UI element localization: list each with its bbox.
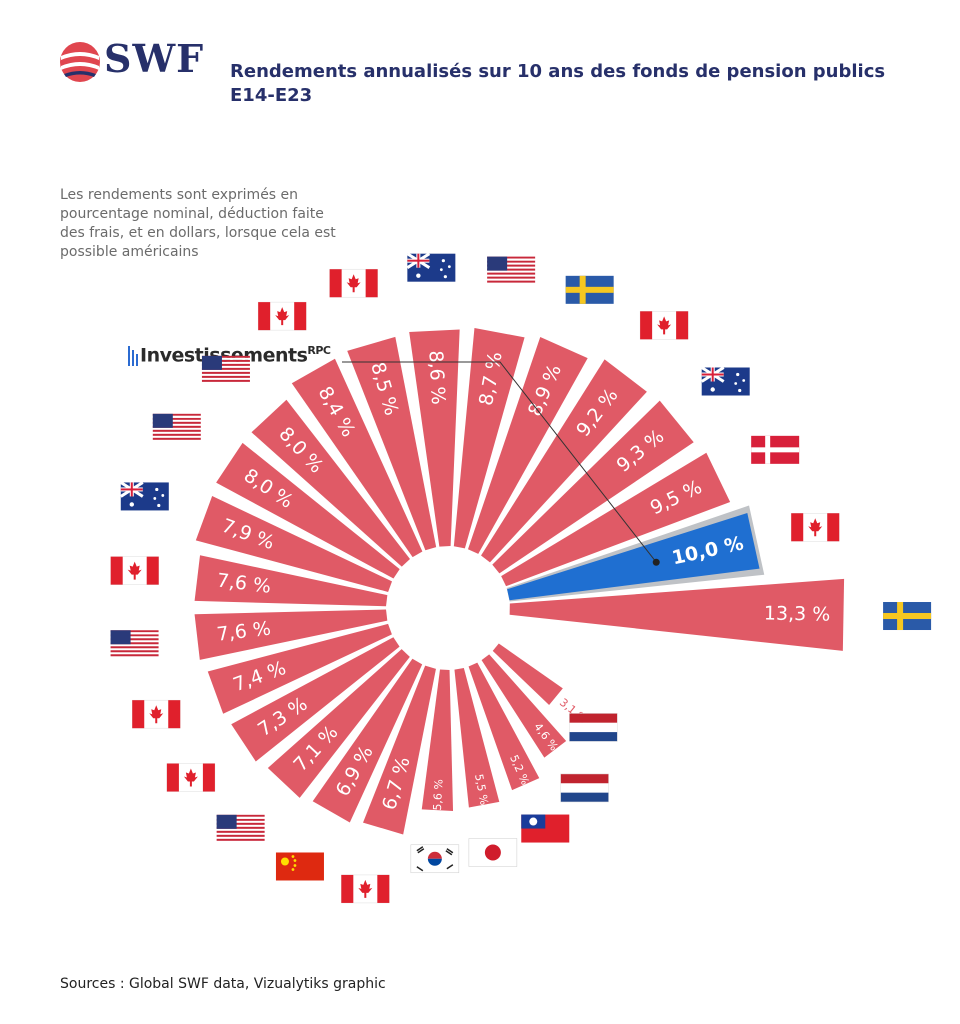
callout-dot: [652, 558, 660, 566]
bar: [492, 643, 563, 706]
bar: [409, 329, 460, 547]
usa-flag-icon: [152, 413, 201, 440]
bar-value-label: 5,6 %: [431, 779, 446, 811]
usa-flag-icon: [110, 630, 159, 657]
bar: [501, 452, 731, 587]
bar: [194, 609, 388, 660]
title-line-1: Rendements annualisés sur 10 ans des fon…: [230, 61, 886, 82]
chart-note: Les rendements sont exprimés en pourcent…: [60, 187, 336, 260]
japan-flag-icon: [468, 838, 518, 867]
bar-highlighted: [507, 513, 760, 601]
bar: [251, 399, 410, 567]
bar: [194, 555, 388, 607]
logo-text: SWF: [104, 36, 205, 81]
bar: [453, 328, 525, 549]
netherlands-flag-icon: [560, 773, 609, 803]
australia-flag-icon: [700, 366, 750, 396]
bar: [454, 667, 500, 808]
south-korea-flag-icon: [410, 844, 460, 874]
bar: [468, 662, 540, 791]
bar: [467, 336, 588, 554]
canada-flag-icon: [639, 311, 689, 340]
bar: [347, 336, 437, 551]
usa-flag-icon: [487, 256, 536, 283]
canada-flag-icon: [790, 513, 840, 542]
australia-flag-icon: [406, 252, 456, 282]
netherlands-flag-icon: [569, 713, 618, 742]
canada-flag-icon: [341, 874, 390, 904]
bar-value-label: 8,6 %: [424, 350, 449, 405]
canada-flag-icon: [257, 301, 307, 331]
sweden-flag-icon: [883, 602, 932, 631]
bar: [267, 649, 410, 798]
bar: [363, 665, 436, 835]
bar: [421, 669, 454, 812]
canada-flag-icon: [329, 268, 378, 298]
bar: [312, 658, 423, 823]
highlight-name: InvestissementsRPC: [140, 344, 331, 366]
logo-bars-icon: [128, 346, 138, 366]
source-note: Sources : Global SWF data, Vizualytiks g…: [60, 976, 386, 992]
bar-value-label: 13,3 %: [764, 603, 831, 626]
usa-flag-icon: [201, 355, 250, 382]
bar: [481, 654, 567, 758]
bar: [509, 578, 845, 651]
callout-line: [342, 361, 657, 563]
canada-flag-icon: [166, 763, 216, 792]
bar: [195, 496, 392, 592]
canada-flag-icon: [131, 699, 181, 729]
bar: [231, 637, 400, 762]
highlight-name-text: Investissements: [140, 344, 308, 367]
taiwan-flag-icon: [521, 814, 570, 843]
chart-title: Rendements annualisés sur 10 ans des fon…: [230, 60, 930, 108]
title-line-2: E14-E23: [230, 85, 313, 106]
bar: [492, 400, 694, 574]
canada-flag-icon: [110, 556, 159, 585]
usa-flag-icon: [216, 814, 265, 841]
china-flag-icon: [275, 852, 324, 881]
australia-flag-icon: [119, 481, 169, 511]
bar-value-label: 5,5 %: [472, 773, 490, 806]
sweden-flag-icon: [565, 275, 614, 304]
bar: [207, 623, 392, 714]
highlight-sup: RPC: [307, 344, 331, 357]
bar: [216, 442, 400, 579]
globe-icon: [60, 42, 100, 82]
bar: [291, 358, 423, 558]
bar: [481, 359, 647, 563]
swf-logo: SWF: [58, 36, 218, 88]
denmark-flag-icon: [751, 435, 800, 464]
